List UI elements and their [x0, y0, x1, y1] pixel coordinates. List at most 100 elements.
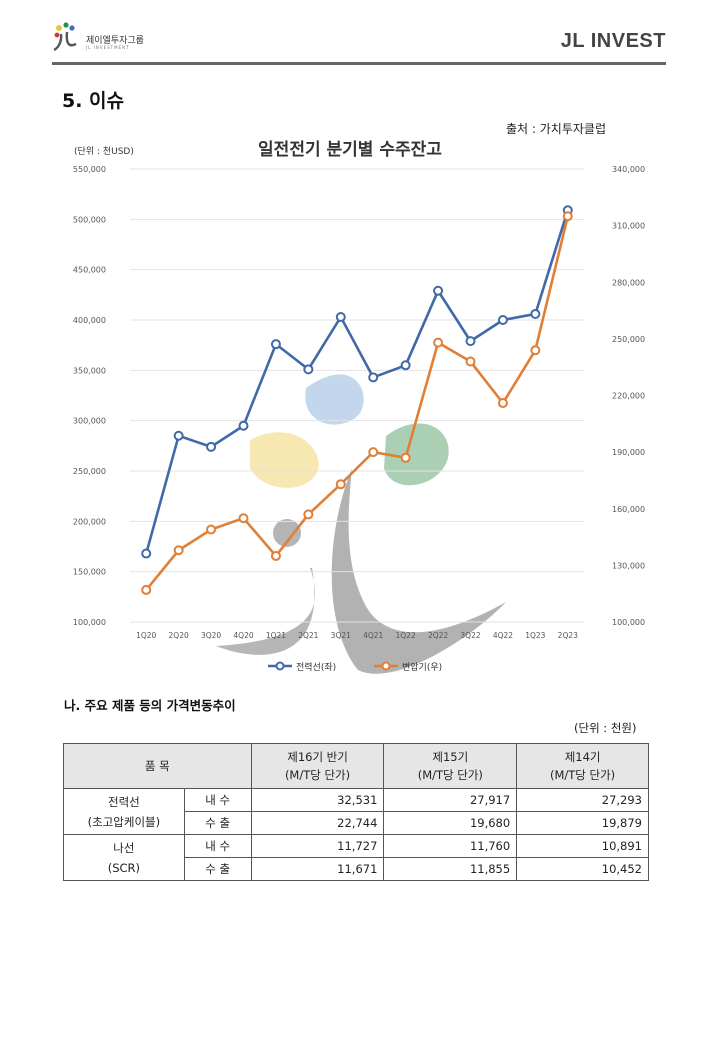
legend-label: 변압기(우) [402, 661, 442, 673]
header-period-14: 제14기 (M/T당 단가) [516, 743, 649, 789]
y-right-tick-label: 250,000 [612, 335, 645, 344]
price-value: 27,293 [516, 788, 649, 812]
y-left-tick-label: 400,000 [73, 316, 106, 325]
header-divider [52, 62, 666, 65]
data-point [433, 337, 444, 348]
x-tick-label: 3Q22 [460, 631, 480, 640]
y-right-tick-label: 100,000 [612, 618, 645, 627]
y-left-tick-label: 300,000 [73, 417, 106, 426]
header-period-16-unit: (M/T당 단가) [284, 768, 351, 782]
header-period-15-unit: (M/T당 단가) [417, 768, 483, 782]
table-header-row: 품 목 제16기 반기 (M/T당 단가) 제15기 (M/T당 단가) 제14… [63, 743, 649, 789]
price-value: 11,855 [383, 857, 518, 881]
x-tick-label: 2Q21 [298, 631, 318, 640]
data-point [206, 441, 217, 452]
data-point [562, 211, 573, 222]
product-detail: (초고압케이블) [87, 814, 161, 829]
product-name: 나선 [113, 840, 135, 855]
product-cell: 전력선 (초고압케이블) [63, 788, 185, 835]
x-tick-label: 1Q21 [266, 631, 286, 640]
data-point [497, 398, 508, 409]
y-left-tick-label: 250,000 [73, 467, 106, 476]
header-period-14-title: 제14기 [564, 750, 601, 764]
price-value: 11,760 [383, 834, 518, 858]
y-right-tick-label: 130,000 [612, 561, 645, 570]
chart-unit-label: (단위 : 천USD) [74, 146, 134, 157]
data-point [465, 336, 476, 347]
table-title: 나. 주요 제품 등의 가격변동추이 [64, 698, 236, 713]
y-right-tick-label: 310,000 [612, 222, 645, 231]
legend-label: 전력선(좌) [296, 661, 336, 673]
y-right-tick-label: 190,000 [612, 448, 645, 457]
y-left-tick-label: 550,000 [73, 165, 106, 174]
header-period-15: 제15기 (M/T당 단가) [383, 743, 518, 789]
logo-subtext: JL INVESTMENT [86, 45, 130, 50]
x-tick-label: 4Q22 [493, 631, 513, 640]
price-value: 11,727 [250, 834, 385, 858]
header-period-15-title: 제15기 [432, 750, 469, 764]
price-value: 22,744 [250, 811, 385, 835]
price-value: 11,671 [250, 857, 385, 881]
data-point [238, 513, 249, 524]
data-point [433, 285, 444, 296]
data-point [530, 345, 541, 356]
market-type: 수 출 [183, 811, 252, 835]
data-point [335, 311, 346, 322]
x-tick-label: 2Q20 [169, 631, 189, 640]
data-point [400, 360, 411, 371]
watermark-logo [216, 374, 506, 674]
x-tick-label: 4Q20 [233, 631, 253, 640]
price-value: 32,531 [250, 788, 385, 812]
data-point [400, 452, 411, 463]
table-row: 수 출 22,744 19,680 19,879 [64, 811, 649, 835]
section-title: 5. 이슈 [62, 90, 125, 112]
market-type: 내 수 [183, 834, 252, 858]
data-point [141, 548, 152, 559]
legend-marker [275, 661, 285, 671]
x-tick-label: 1Q23 [525, 631, 545, 640]
y-left-tick-label: 100,000 [73, 618, 106, 627]
y-left-tick-label: 200,000 [73, 517, 106, 526]
series-line-2 [145, 215, 570, 591]
data-point [173, 430, 184, 441]
y-left-tick-label: 500,000 [73, 215, 106, 224]
data-point [270, 550, 281, 561]
x-tick-label: 3Q21 [331, 631, 351, 640]
y-right-tick-label: 280,000 [612, 278, 645, 287]
data-point [238, 420, 249, 431]
y-right-tick-label: 160,000 [612, 505, 645, 514]
data-point [303, 509, 314, 520]
product-cell: 나선 (SCR) [63, 834, 185, 881]
data-point [141, 584, 152, 595]
data-point [206, 524, 217, 535]
price-value: 10,452 [516, 857, 649, 881]
logo-mark-icon [53, 22, 77, 52]
y-right-tick-label: 220,000 [612, 392, 645, 401]
data-point [270, 339, 281, 350]
product-detail: (SCR) [107, 860, 141, 875]
data-point [368, 447, 379, 458]
header-period-14-unit: (M/T당 단가) [549, 768, 616, 782]
logo-text: 제이엘투자그룹 [86, 36, 144, 46]
data-point [303, 364, 314, 375]
brand-name: JL INVEST [560, 30, 666, 52]
x-tick-label: 3Q20 [201, 631, 221, 640]
y-right-tick-label: 340,000 [612, 165, 645, 174]
price-trend-table: 품 목 제16기 반기 (M/T당 단가) 제15기 (M/T당 단가) 제14… [63, 743, 649, 881]
table-row: 전력선 (초고압케이블) 내 수 32,531 27,917 27,293 [63, 788, 649, 835]
price-value: 10,891 [516, 834, 649, 858]
chart-title: 일전전기 분기별 수주잔고 [258, 140, 442, 160]
page-header: 제이엘투자그룹 JL INVESTMENT JL INVEST [52, 22, 666, 64]
legend-marker [381, 661, 391, 671]
x-tick-label: 4Q21 [363, 631, 383, 640]
x-tick-label: 2Q23 [558, 631, 578, 640]
product-name: 전력선 [108, 794, 140, 809]
header-period-16-title: 제16기 반기 [287, 750, 348, 764]
company-logo: 제이엘투자그룹 JL INVESTMENT [52, 22, 152, 56]
price-value: 19,680 [383, 811, 518, 835]
y-left-tick-label: 450,000 [73, 266, 106, 275]
price-value: 19,879 [516, 811, 649, 835]
data-point [335, 479, 346, 490]
x-tick-label: 2Q22 [428, 631, 448, 640]
header-period-16: 제16기 반기 (M/T당 단가) [250, 743, 385, 789]
